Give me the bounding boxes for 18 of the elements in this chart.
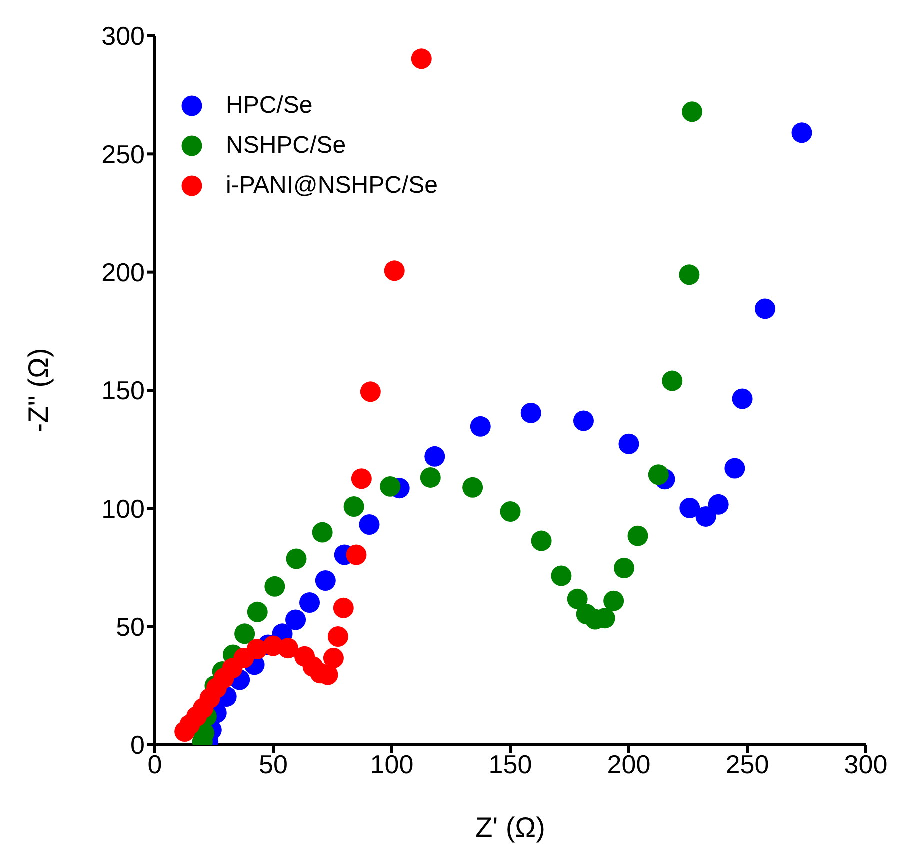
legend-label: i-PANI@NSHPC/Se	[226, 172, 438, 200]
x-tick-label: 300	[844, 749, 888, 780]
y-tick-label: 250	[102, 139, 145, 170]
legend-label: HPC/Se	[226, 92, 313, 120]
y-axis-title: -Z'' (Ω)	[22, 348, 54, 433]
y-tick-label: 50	[116, 612, 145, 642]
x-tick-label: 150	[488, 749, 532, 780]
y-tick-label: 200	[102, 258, 145, 288]
x-tick-label: 200	[607, 749, 651, 780]
x-tick-label: 250	[726, 749, 770, 780]
x-axis-title: Z' (Ω)	[476, 812, 546, 843]
y-tick-label: 100	[102, 494, 145, 524]
y-tick-label: 0	[130, 730, 145, 760]
y-tick-label: 300	[102, 21, 145, 52]
x-tick-label: 100	[370, 749, 414, 780]
legend-label: NSHPC/Se	[226, 132, 346, 160]
x-tick-label: 50	[259, 749, 288, 780]
y-tick-label: 150	[102, 376, 145, 406]
